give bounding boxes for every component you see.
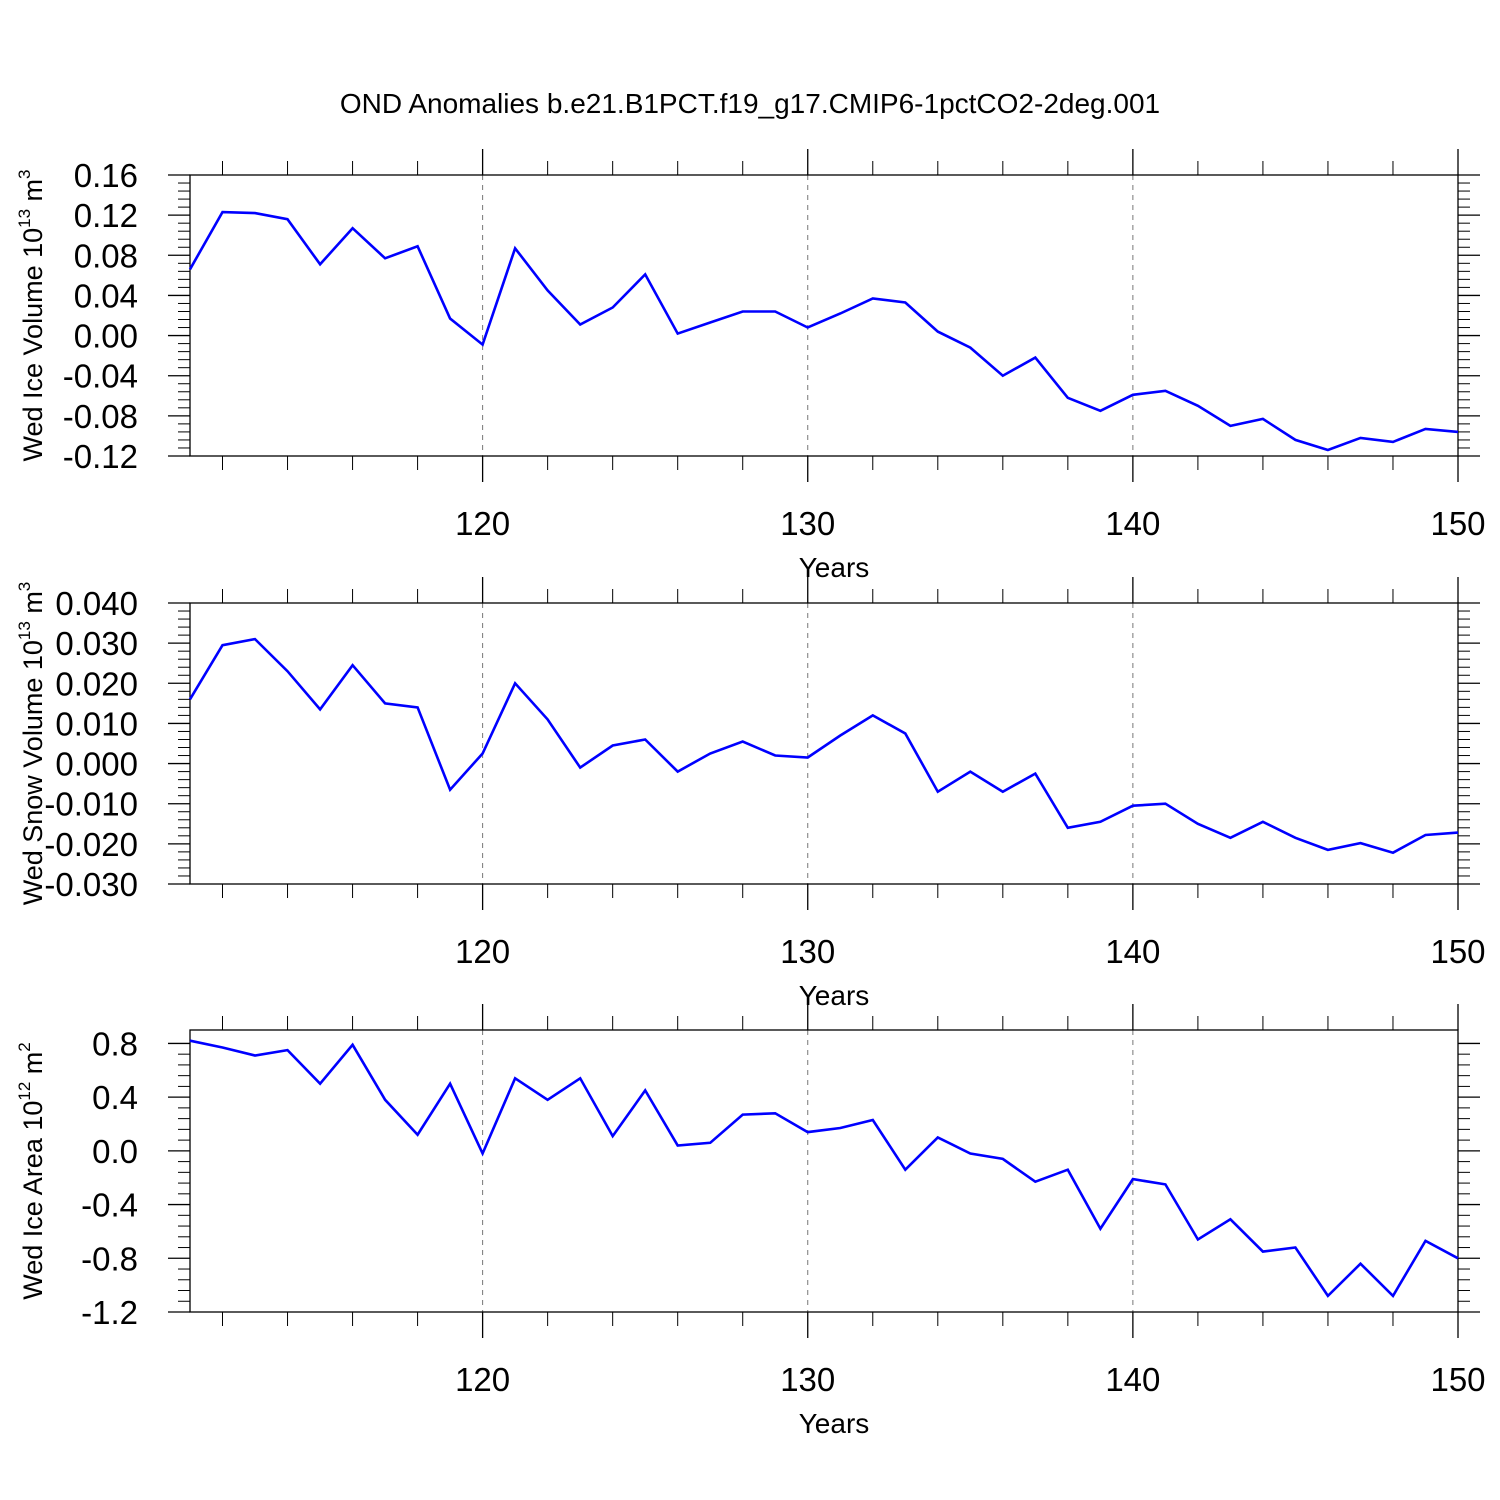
y-tick-label: 0.000 [55,746,138,783]
x-tick-label: 130 [780,933,835,970]
chart-title: OND Anomalies b.e21.B1PCT.f19_g17.CMIP6-… [340,88,1160,119]
y-tick-label: -0.030 [44,866,138,903]
y-tick-label: -0.04 [63,358,138,395]
y-tick-label: -0.010 [44,786,138,823]
x-tick-label: 140 [1105,933,1160,970]
data-series-line [188,637,1459,855]
y-axis-label: Wed Ice Area 1012 m2 [15,1042,48,1300]
panel-1: 120 130 140 150 Years -0.12-0.08-0.040.00 0.04… [15,149,1486,583]
y-tick-label: 0.0 [92,1133,138,1170]
x-tick-label: 150 [1430,933,1485,970]
y-tick-label: 0.00 [74,318,138,355]
y-tick-label: -1.2 [81,1294,138,1331]
y-tick-label: 0.08 [74,237,138,274]
y-tick-label: -0.020 [44,826,138,863]
x-tick-label: 130 [780,1361,835,1398]
x-axis-label: Years [799,980,870,1011]
x-tick-label: 120 [455,505,510,542]
data-series-line [189,1039,1459,1298]
y-tick-label: 0.040 [55,585,138,622]
y-tick-label: 0.020 [55,665,138,702]
plot-frame [189,1029,1459,1313]
panel-2: 120 130 140 150 Years -0.030-0.020-0.0100.000… [15,577,1486,1011]
x-tick-label: 120 [455,933,510,970]
x-axis-label: Years [799,1408,870,1439]
y-tick-label: -0.08 [63,398,138,435]
y-axis-label: Wed Ice Volume 1013 m3 [15,169,48,461]
y-tick-label: 0.4 [92,1079,138,1116]
y-tick-label: 0.030 [55,625,138,662]
x-tick-label: 120 [455,1361,510,1398]
y-tick-label: 0.8 [92,1025,138,1062]
y-tick-label: -0.4 [81,1187,138,1224]
y-tick-label: 0.010 [55,705,138,742]
plot-frame [189,602,1459,885]
y-axis-label: Wed Snow Volume 1013 m3 [15,582,48,906]
x-axis-label: Years [799,552,870,583]
data-series-line [188,210,1459,452]
x-tick-label: 140 [1105,1361,1160,1398]
x-tick-label: 150 [1430,1361,1485,1398]
y-tick-label: 0.16 [74,157,138,194]
x-tick-label: 150 [1430,505,1485,542]
plot-frame [189,174,1459,457]
y-tick-label: -0.8 [81,1240,138,1277]
x-tick-label: 130 [780,505,835,542]
y-tick-label: 0.12 [74,197,138,234]
y-tick-label: -0.12 [63,438,138,475]
x-tick-label: 140 [1105,505,1160,542]
y-tick-label: 0.04 [74,277,138,314]
panel-3: 120 130 140 150 Years -1.2 -0.8 -0.4 0.0 0.4 0.8 We… [15,1004,1486,1439]
